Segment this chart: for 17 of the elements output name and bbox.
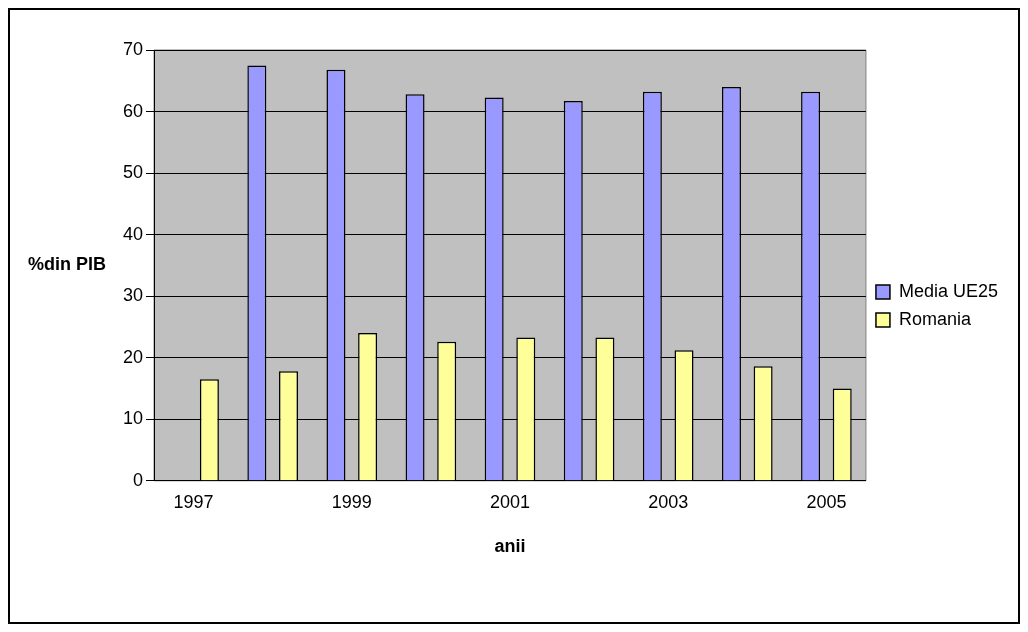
y-tick-label: 70 <box>122 38 144 59</box>
x-tick-label: 1997 <box>173 491 214 512</box>
legend-label: Media UE25 <box>898 280 999 301</box>
x-tick-label: 2003 <box>648 491 689 512</box>
y-tick-label: 10 <box>122 408 144 429</box>
x-tick-label: 2005 <box>806 491 847 512</box>
y-tick-label: 60 <box>122 100 144 121</box>
x-tick-label: 2001 <box>489 491 531 512</box>
y-tick-label: 40 <box>122 223 144 244</box>
y-tick-label: 20 <box>122 346 144 367</box>
y-tick-label: 0 <box>133 469 144 490</box>
y-tick-label: 50 <box>122 162 144 183</box>
legend-label: Romania <box>898 308 972 329</box>
y-tick-label: 30 <box>122 285 144 306</box>
x-tick-label: 1999 <box>331 491 372 512</box>
x-axis-title: anii <box>494 536 526 557</box>
y-axis-title: %din PIB <box>28 254 107 275</box>
